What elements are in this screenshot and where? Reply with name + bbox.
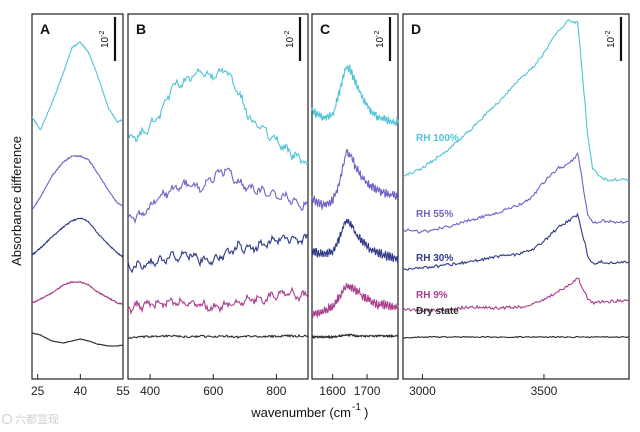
x-axis-label: wavenumber (cm (250, 405, 351, 420)
series-line-c-rh-55- (311, 148, 399, 211)
series-line-c-dry-state (311, 333, 399, 340)
series-line-b-rh-30- (127, 233, 309, 274)
series-label-rh-100-: RH 100% (416, 133, 459, 144)
watermark-icon (1, 413, 13, 425)
x-tick-label: 1600 (319, 384, 346, 398)
x-tick-label: 1700 (354, 384, 381, 398)
series-line-d-rh-30- (403, 212, 630, 271)
series-line-a-rh-9- (31, 280, 124, 305)
panel-d-label: D (411, 21, 421, 37)
x-tick-label: 3500 (531, 384, 558, 398)
x-axis-label-superscript: -1 (352, 402, 361, 413)
x-tick-label: 400 (140, 384, 160, 398)
series-line-a-dry-state (32, 332, 124, 347)
series-line-b-rh-55- (127, 167, 309, 225)
x-tick-label: 40 (74, 384, 88, 398)
watermark: 六都宣现 (1, 412, 59, 426)
x-axis-label-main: wavenumber (cm (250, 405, 351, 420)
y-axis-label: Absorbance difference (9, 136, 24, 266)
panel-c: C 10-2 1600 1700 (311, 13, 399, 398)
series-line-b-dry-state (127, 333, 309, 340)
panel-b-frame (127, 13, 309, 380)
series-line-c-rh-9- (311, 283, 399, 319)
panel-b: B 10-2 400 600 800 (127, 13, 309, 398)
x-tick-label: 3000 (409, 384, 436, 398)
panel-b-scale-label: 10-2 (284, 31, 296, 48)
series-label-rh-9-: RH 9% (416, 290, 448, 301)
x-tick-label: 25 (31, 384, 45, 398)
series-label-dry-state: Dry state (416, 306, 459, 317)
series-line-c-rh-30- (311, 218, 399, 263)
panel-c-label: C (320, 21, 330, 37)
panel-a-frame (31, 13, 124, 380)
series-line-d-rh-100- (402, 19, 630, 182)
series-label-rh-55-: RH 55% (416, 209, 453, 220)
series-line-c-rh-100- (311, 64, 399, 127)
watermark-text: 六都宣现 (15, 412, 59, 426)
series-line-a-rh-100- (31, 41, 124, 131)
x-axis-label-close: ) (364, 405, 368, 420)
panel-d-frame (402, 13, 630, 380)
series-line-d-rh-9- (402, 277, 630, 313)
panel-a: A 10-2 25 40 55 (31, 13, 130, 398)
panels-layer: A 10-2 25 40 55 B 10-2 400 600 800 C 10-2 1600 1700 D 1… (31, 13, 630, 398)
series-line-a-rh-30- (31, 217, 124, 258)
series-line-b-rh-100- (127, 66, 309, 166)
panel-a-label: A (40, 21, 50, 37)
panel-b-label: B (136, 21, 146, 37)
panel-d-scale-label: 10-2 (605, 31, 617, 48)
x-tick-label: 800 (266, 384, 286, 398)
panel-a-scale-label: 10-2 (99, 31, 111, 48)
panel-d: D 10-2 3000 3500 RH 100% RH 55% RH 30% RH 9% Dry… (402, 13, 630, 398)
series-line-d-dry-state (402, 335, 630, 339)
series-label-rh-30-: RH 30% (416, 253, 453, 264)
series-line-b-rh-9- (127, 286, 309, 316)
x-tick-label: 600 (203, 384, 223, 398)
series-line-a-rh-55- (31, 154, 124, 211)
series-line-d-rh-55- (402, 151, 630, 234)
x-tick-label: 55 (116, 384, 130, 398)
panel-c-scale-label: 10-2 (374, 31, 386, 48)
